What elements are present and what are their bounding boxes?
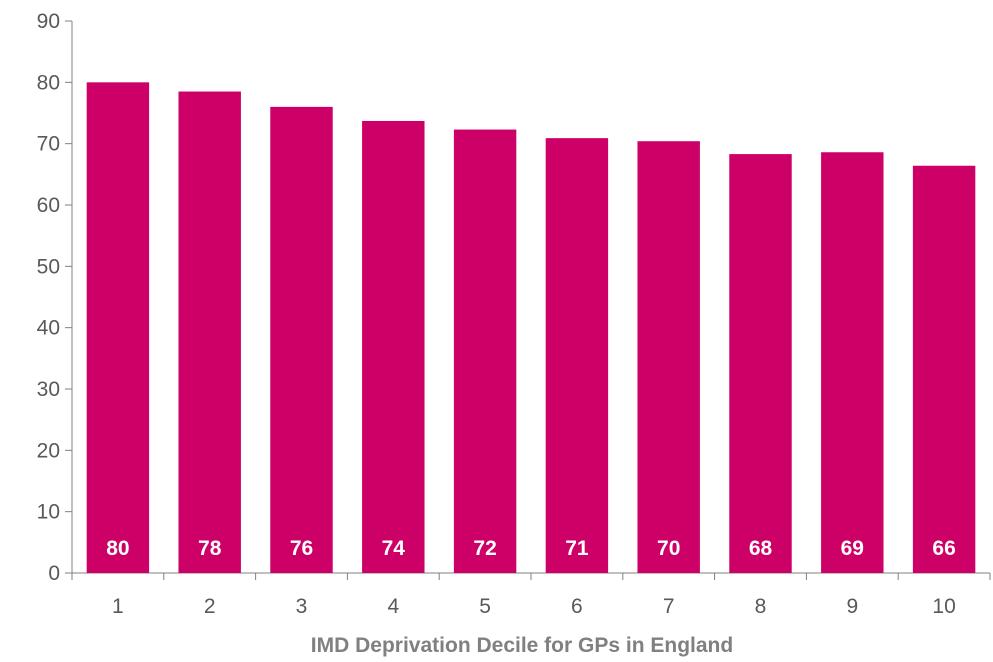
y-tick-label: 30 xyxy=(37,378,60,401)
data-label: 74 xyxy=(382,537,406,560)
bar xyxy=(453,129,517,573)
y-tick-label: 50 xyxy=(37,255,60,278)
data-label: 72 xyxy=(473,537,496,560)
x-axis-title: IMD Deprivation Decile for GPs in Englan… xyxy=(311,634,733,657)
bar xyxy=(178,91,241,574)
data-label: 66 xyxy=(932,537,955,560)
x-axis: 1 2 3 4 5 6 7 8 9 10 xyxy=(71,572,991,618)
x-tick-label: 7 xyxy=(663,595,675,618)
x-tick-label: 9 xyxy=(846,595,858,618)
y-tick-label: 60 xyxy=(37,194,60,217)
bar xyxy=(86,82,150,573)
data-label: 80 xyxy=(106,537,129,560)
y-tick-label: 10 xyxy=(37,501,60,524)
x-tick-label: 5 xyxy=(479,595,491,618)
x-tick-label: 1 xyxy=(112,595,124,618)
bar xyxy=(362,120,425,574)
bar xyxy=(912,165,976,573)
data-label: 69 xyxy=(841,537,864,560)
x-tick-label: 4 xyxy=(387,595,399,618)
y-tick-label: 80 xyxy=(37,71,60,94)
bar xyxy=(270,106,333,573)
y-tick-label: 0 xyxy=(48,562,60,585)
y-tick-label: 90 xyxy=(37,10,60,33)
bar xyxy=(545,138,609,573)
y-tick-label: 70 xyxy=(37,133,60,156)
bar xyxy=(821,152,884,573)
bar xyxy=(637,141,700,574)
data-label: 71 xyxy=(565,537,589,560)
data-label: 78 xyxy=(198,537,222,560)
x-tick-label: 10 xyxy=(932,595,955,618)
bar xyxy=(729,154,792,574)
data-label: 76 xyxy=(290,537,313,560)
x-tick-label: 8 xyxy=(755,595,767,618)
data-labels: 80 78 76 74 72 71 70 68 69 66 xyxy=(106,537,956,560)
x-tick-label: 3 xyxy=(296,595,308,618)
x-tick-label: 2 xyxy=(204,595,216,618)
x-tick-label: 6 xyxy=(571,595,583,618)
y-axis: 0 10 20 30 40 50 60 70 80 90 xyxy=(37,10,73,585)
y-tick-label: 20 xyxy=(37,439,60,462)
bars xyxy=(86,82,976,574)
data-label: 70 xyxy=(657,537,680,560)
data-label: 68 xyxy=(749,537,773,560)
y-tick-label: 40 xyxy=(37,317,60,340)
